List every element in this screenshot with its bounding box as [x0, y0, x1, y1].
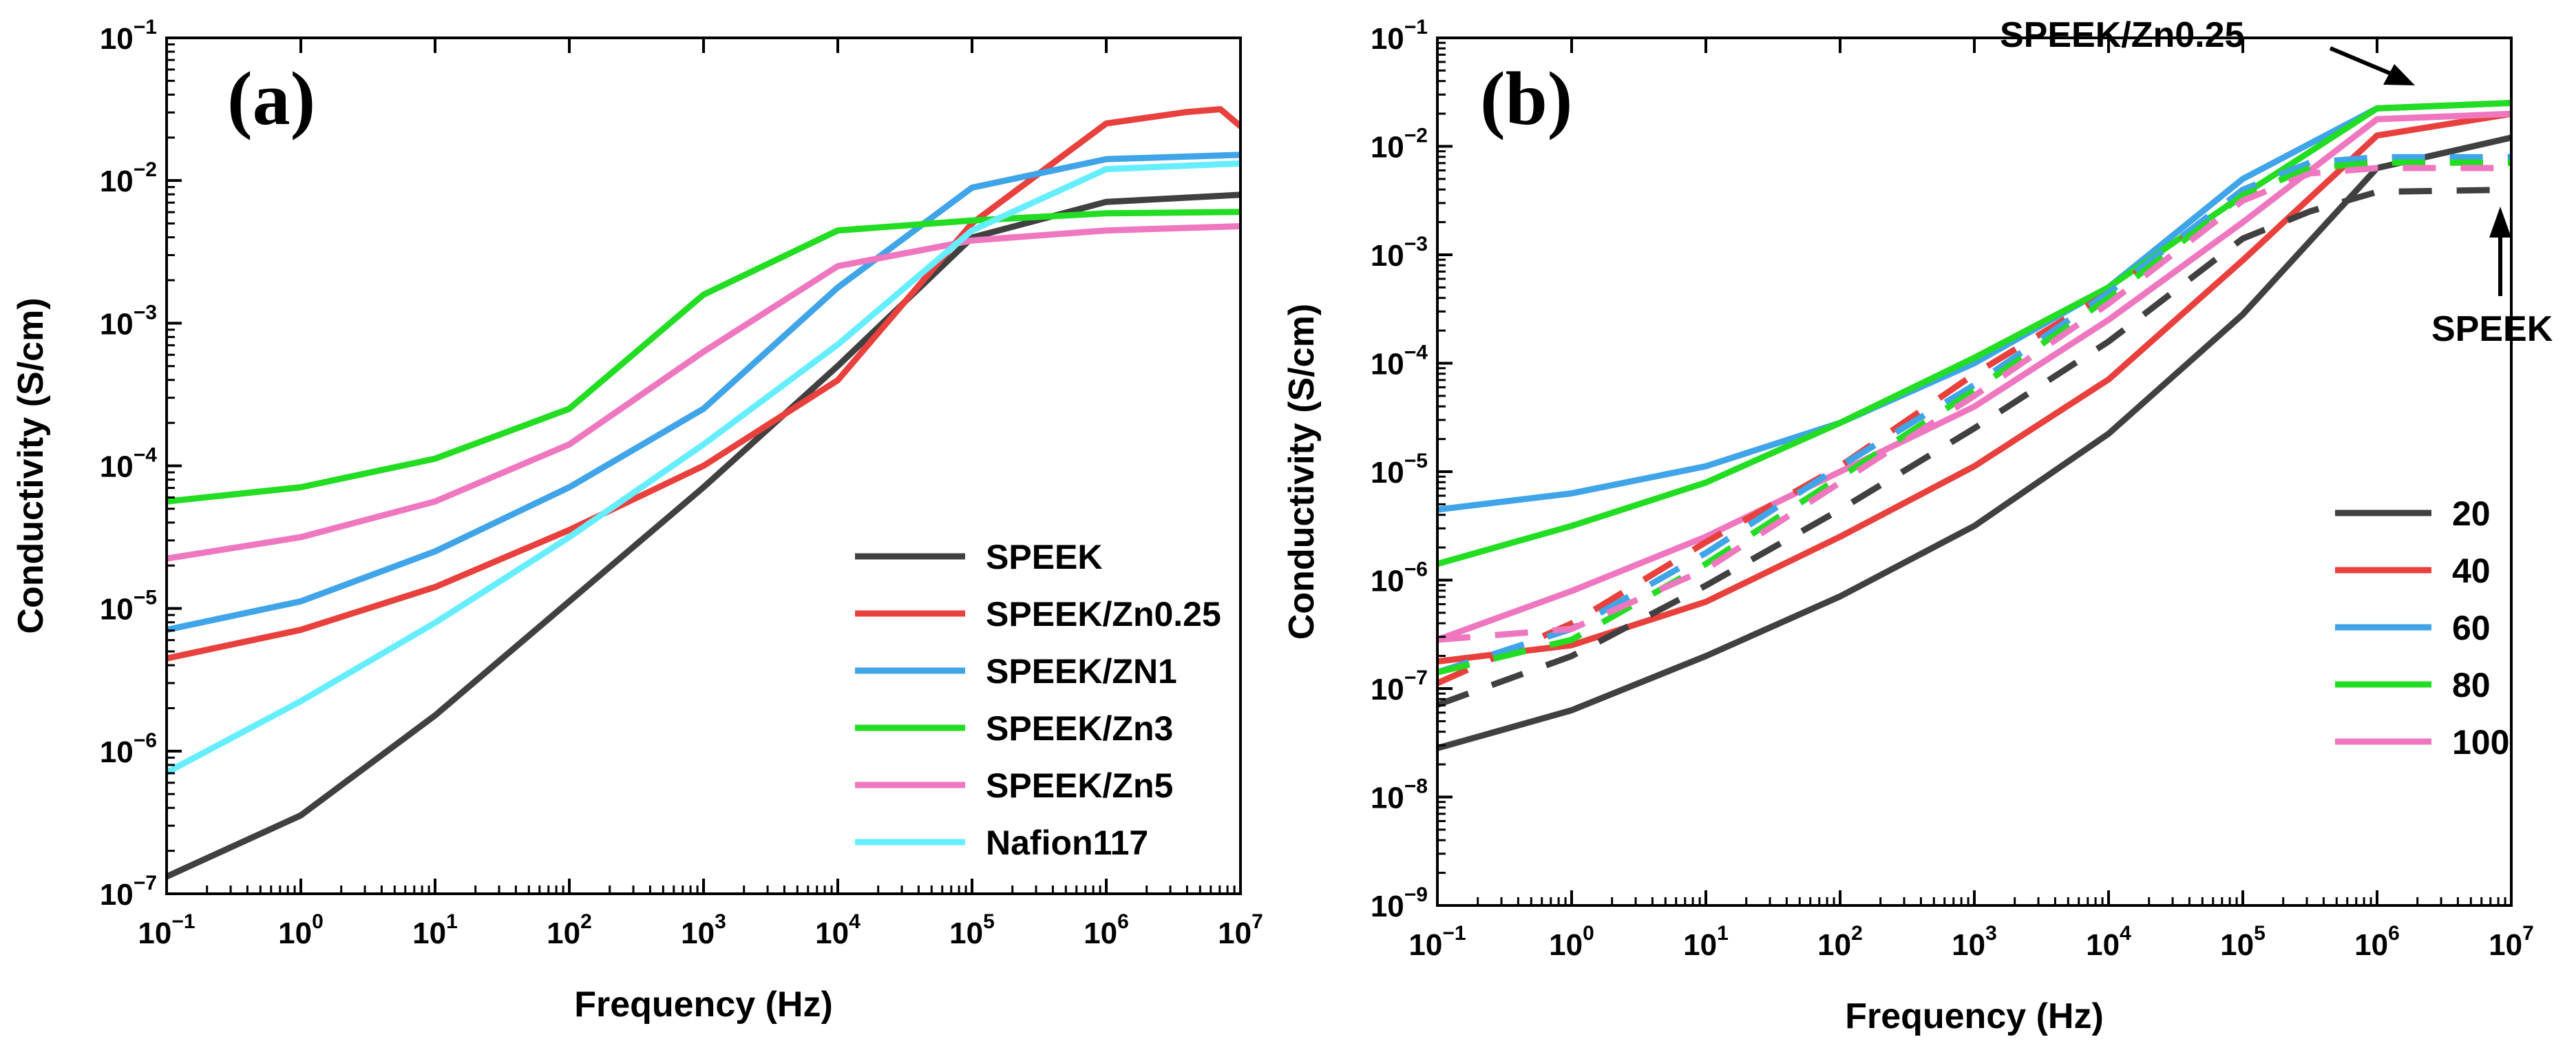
x-tick-label: 105: [949, 910, 995, 950]
annotation-speek: SPEEK: [2431, 309, 2553, 349]
x-tick-label: 101: [412, 910, 458, 950]
x-tick-label: 103: [681, 910, 726, 950]
series-line-nafion117: [167, 160, 1241, 776]
series-line-speek-zn3: [167, 209, 1241, 505]
y-tick-label: 10−2: [1371, 125, 1428, 165]
series-line-speek-zn1: [167, 151, 1241, 633]
x-tick-label: 104: [815, 910, 861, 950]
legend-label: 40: [2452, 552, 2491, 590]
legend-label: SPEEK/Zn5: [986, 766, 1173, 805]
y-tick-label: 10−5: [100, 587, 157, 627]
legend-label: SPEEK/Zn3: [986, 709, 1173, 748]
y-tick-label: 10−1: [100, 16, 157, 56]
series-line-100: [1437, 110, 2511, 643]
legend-label: SPEEK: [986, 538, 1103, 576]
series-line-dashed-7: [1437, 154, 2511, 675]
annotations: SPEEK/Zn0.25 SPEEK: [2000, 15, 2553, 349]
x-tick-label: 102: [547, 910, 592, 950]
series-group: [167, 106, 1241, 880]
y-tick-label: 10−1: [1371, 16, 1428, 56]
legend-label: SPEEK/Zn0.25: [986, 595, 1221, 633]
annotation-arrowhead: [2383, 64, 2415, 85]
y-tick-label: 10−3: [1371, 233, 1428, 273]
legend-label: Nafion117: [986, 824, 1148, 862]
y-tick-label: 10−7: [1371, 667, 1428, 706]
x-axis-title: Frequency (Hz): [574, 985, 833, 1025]
x-tick-label: 10−1: [138, 910, 195, 950]
series-group: [1437, 100, 2511, 752]
annotation-arrowhead: [2489, 207, 2511, 238]
annotation-speek-zn025: SPEEK/Zn0.25: [2000, 15, 2244, 55]
y-tick-label: 10−7: [100, 872, 157, 912]
series-line-dashed-8: [1437, 159, 2511, 675]
x-tick-label: 100: [278, 910, 324, 950]
series-line-speek-zn0-25: [167, 106, 1241, 662]
x-tick-label: 103: [1952, 922, 1997, 962]
y-tick-label: 10−2: [100, 158, 157, 198]
x-tick-label: 104: [2086, 922, 2131, 962]
y-tick-label: 10−5: [1371, 450, 1428, 490]
x-tick-label: 106: [2354, 922, 2400, 962]
legend-label: 80: [2452, 666, 2491, 704]
y-axis-title: Conductivity (S/cm): [11, 297, 51, 633]
x-tick-label: 101: [1683, 922, 1729, 962]
y-tick-label: 10−9: [1371, 883, 1428, 923]
x-tick-label: 105: [2220, 922, 2266, 962]
legend-label: 100: [2452, 723, 2509, 762]
series-line-60: [1437, 100, 2511, 513]
legend-label: 20: [2452, 494, 2491, 533]
y-tick-label: 10−6: [100, 729, 157, 769]
x-tick-label: 107: [1218, 910, 1263, 950]
legend: SPEEK SPEEK/Zn0.25 SPEEK/ZN1 SPEEK/Zn3 SPEEK…: [855, 538, 1221, 862]
x-tick-label: 106: [1084, 910, 1129, 950]
series-line-dashed-5: [1437, 187, 2511, 708]
y-tick-label: 10−8: [1371, 775, 1428, 815]
x-tick-label: 102: [1817, 922, 1863, 962]
annotation-arrow-line: [2329, 46, 2400, 79]
panel-label: (a): [227, 56, 315, 140]
series-line-80: [1437, 100, 2511, 567]
legend-label: SPEEK/ZN1: [986, 652, 1177, 691]
x-tick-label: 10−1: [1408, 922, 1466, 962]
legend-label: 60: [2452, 609, 2491, 647]
y-tick-label: 10−4: [1371, 342, 1428, 381]
panel-a: 10−1 100 101 102 103 104 105 106 107 10−7 10−6 10−5…: [11, 16, 1263, 1025]
x-tick-label: 107: [2489, 922, 2534, 962]
panel-label: (b): [1480, 56, 1572, 140]
series-line-speek-zn5: [167, 223, 1241, 562]
legend: 20 40 60 80 100: [2335, 494, 2509, 762]
y-tick-label: 10−4: [100, 444, 157, 484]
y-tick-label: 10−6: [1371, 558, 1428, 598]
y-axis-title: Conductivity (S/cm): [1282, 304, 1322, 640]
panel-b: 10−1 100 101 102 103 104 105 106 107 10−9 10−8 10−7…: [1282, 15, 2553, 1036]
y-tick-label: 10−3: [100, 301, 157, 341]
series-line-20: [1437, 134, 2511, 752]
x-tick-label: 100: [1549, 922, 1594, 962]
series-line-dashed-6: [1437, 159, 2511, 687]
x-axis-title: Frequency (Hz): [1845, 996, 2104, 1036]
